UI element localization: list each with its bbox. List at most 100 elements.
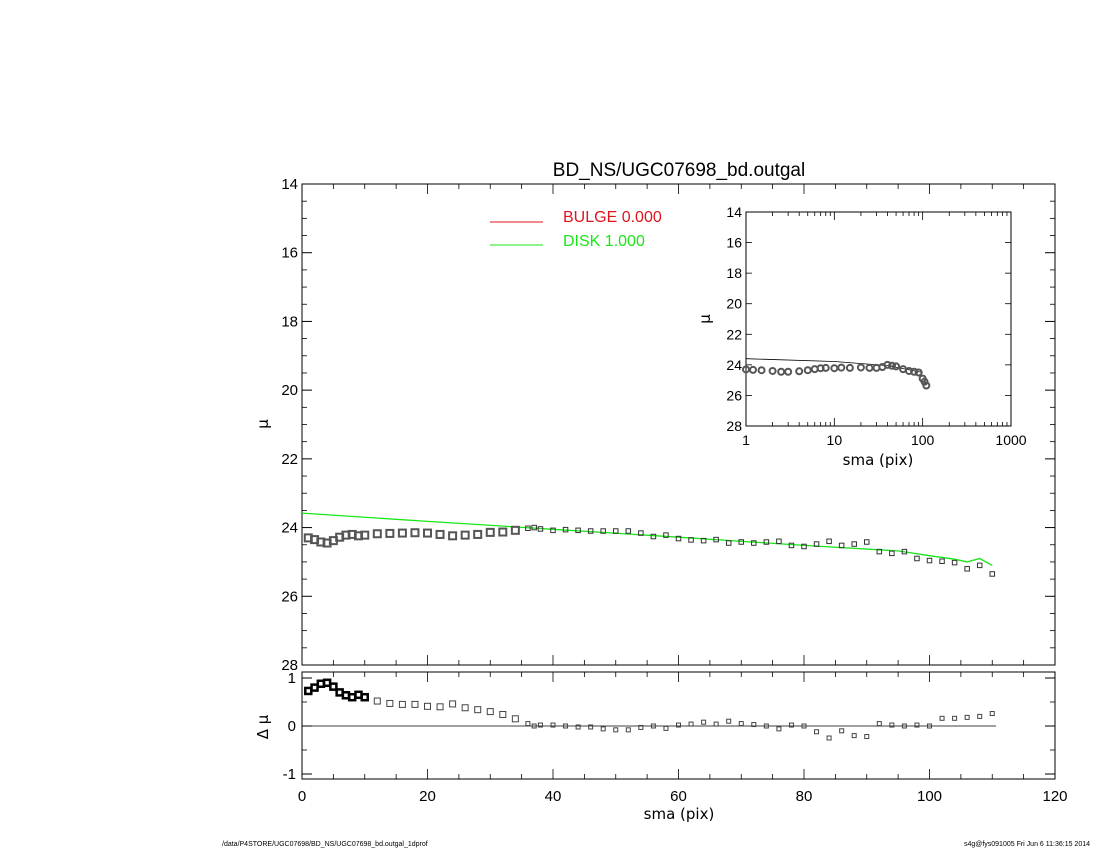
profile-point — [926, 557, 933, 564]
profile-point — [372, 529, 382, 539]
residual-point — [952, 715, 958, 721]
profile-point — [385, 528, 395, 538]
inset-y-tick-labels: 14 16 18 20 22 24 26 28 — [726, 204, 742, 434]
residual-point — [889, 722, 895, 728]
profile-point — [397, 528, 407, 538]
inset-point — [784, 367, 793, 376]
residual-point — [436, 703, 444, 711]
main-panel: 14 16 18 20 22 24 26 28 μ BULGE 0.000 DISK 1.00… — [254, 176, 1056, 674]
profile-point — [638, 530, 644, 536]
residual-y-tick-label: 0 — [288, 718, 296, 735]
residual-point — [638, 724, 644, 730]
residual-point — [373, 697, 381, 705]
main-tick-marks — [301, 183, 1056, 666]
profile-point — [964, 566, 970, 572]
disk-model-line — [301, 512, 993, 566]
profile-point — [776, 538, 782, 545]
residual-point — [575, 724, 581, 730]
inset-point — [821, 363, 830, 372]
profile-point — [989, 571, 995, 577]
inset-point — [777, 367, 786, 376]
residual-points — [304, 678, 995, 741]
profile-point — [813, 541, 820, 547]
inset-y-tick-label: 14 — [726, 204, 742, 220]
residual-point — [474, 706, 482, 714]
residual-point — [876, 721, 882, 727]
inset-point — [920, 377, 929, 386]
residual-point — [499, 710, 507, 718]
profile-point — [587, 528, 594, 534]
main-y-axis-label: μ — [254, 419, 272, 429]
residual-point — [625, 727, 631, 733]
profile-point — [435, 529, 445, 539]
main-y-tick-label: 28 — [281, 657, 298, 674]
inset-y-tick-label: 22 — [726, 326, 742, 342]
profile-point — [485, 527, 495, 537]
profile-point — [360, 530, 370, 540]
residual-point — [461, 704, 469, 712]
inset-point — [830, 364, 839, 373]
residual-point — [901, 723, 907, 729]
profile-point — [700, 537, 707, 544]
residual-point — [531, 723, 537, 729]
inset-point — [914, 368, 923, 377]
profile-point — [939, 558, 945, 564]
profile-point — [901, 548, 908, 555]
residual-point — [713, 721, 719, 727]
profile-point — [613, 528, 619, 534]
residual-point — [927, 723, 932, 729]
profile-point — [550, 527, 556, 534]
profile-point — [423, 528, 432, 538]
residual-point — [864, 734, 870, 740]
residual-point — [964, 714, 970, 720]
profile-point — [663, 532, 669, 538]
residual-point — [360, 692, 369, 702]
inset-panel: 14 16 18 20 22 24 26 28 1 10 100 1000 μ sma (pix) — [696, 204, 1027, 469]
inset-point — [910, 367, 919, 376]
profile-point — [600, 528, 606, 534]
profile-point — [525, 525, 531, 532]
main-y-tick-label: 20 — [281, 382, 298, 399]
residual-point — [801, 723, 807, 729]
chart-title: BD_NS/UGC07698_bd.outgal — [553, 160, 805, 181]
profile-point — [410, 528, 420, 538]
inset-y-axis-label: μ — [696, 314, 714, 324]
profile-point — [575, 527, 581, 534]
inset-point — [892, 362, 901, 371]
residual-tick-marks — [301, 672, 1056, 779]
residual-point — [386, 699, 394, 707]
profile-point — [889, 550, 895, 557]
profile-point — [531, 524, 537, 531]
legend-bulge-label: BULGE 0.000 — [563, 209, 662, 226]
profile-point — [788, 542, 795, 549]
residual-point — [511, 715, 519, 723]
inset-y-tick-label: 18 — [726, 265, 742, 281]
inset-x-tick-label: 100 — [911, 432, 935, 448]
inset-point — [888, 361, 897, 370]
legend: BULGE 0.000 DISK 1.000 — [490, 209, 662, 250]
inset-point — [768, 366, 777, 375]
inset-point — [837, 363, 846, 372]
legend-disk-label: DISK 1.000 — [563, 233, 645, 250]
residual-point — [977, 713, 983, 719]
profile-point — [537, 526, 544, 532]
inset-profile-points — [742, 360, 931, 390]
inset-point — [795, 367, 804, 376]
inset-x-axis-label: sma (pix) — [843, 451, 914, 469]
residual-x-tick-label: 80 — [796, 788, 813, 805]
profile-point — [510, 525, 520, 535]
profile-point — [838, 542, 845, 549]
residual-point — [738, 721, 744, 727]
residual-point — [826, 735, 832, 741]
residual-point — [851, 733, 857, 739]
main-y-tick-label: 22 — [281, 451, 298, 468]
profile-point — [675, 535, 682, 542]
residual-x-axis-label: sma (pix) — [644, 805, 715, 823]
inset-y-tick-label: 26 — [726, 387, 742, 403]
footer-path: /data/P4STORE/UGC07698/BD_NS/UGC07698_bd… — [222, 841, 428, 848]
residual-point — [588, 724, 594, 730]
main-y-tick-label: 24 — [281, 520, 298, 537]
residual-x-tick-label: 40 — [545, 788, 562, 805]
profile-point — [713, 536, 719, 543]
